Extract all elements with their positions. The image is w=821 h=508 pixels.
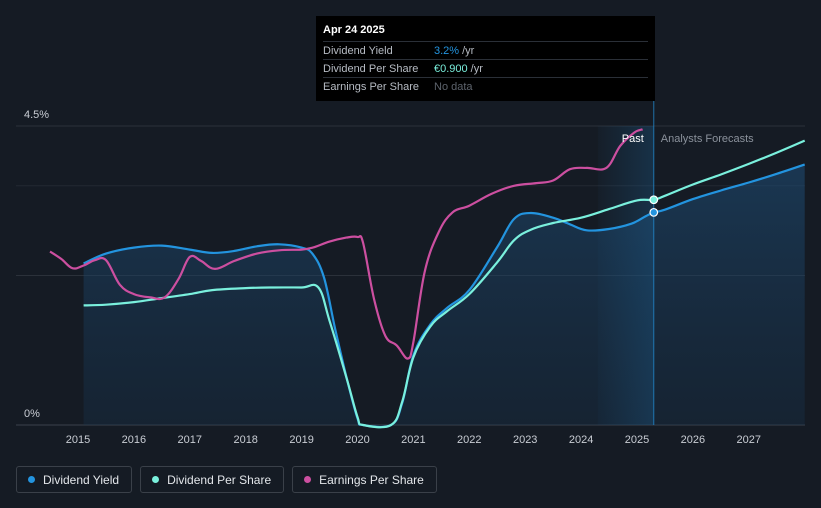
- tooltip-value: No data: [434, 80, 473, 93]
- x-tick-label: 2019: [289, 434, 313, 446]
- tooltip-label: Earnings Per Share: [323, 80, 419, 93]
- x-tick-label: 2021: [401, 434, 425, 446]
- dividend-per-share-line: [83, 139, 806, 429]
- legend-dot-icon: [152, 476, 160, 483]
- tooltip-row-dividend-per-share: Dividend Per Share €0.900 /yr: [323, 59, 648, 77]
- dividend-yield-area-fill: [83, 164, 805, 428]
- x-tick-label: 2018: [233, 434, 257, 446]
- hover-markers: [649, 195, 659, 217]
- y-tick-label: 4.5%: [24, 109, 49, 121]
- tooltip-row-earnings-per-share: Earnings Per Share No data: [323, 77, 648, 95]
- forecast-label: Analysts Forecasts: [661, 133, 754, 145]
- x-tick-label: 2015: [66, 434, 90, 446]
- x-tick-label: 2027: [737, 434, 761, 446]
- past-highlight-band: [597, 16, 655, 425]
- tooltip: Apr 24 2025 Dividend Yield 3.2% /yr Divi…: [316, 16, 655, 101]
- earnings-per-share-line: [49, 128, 644, 360]
- legend: Dividend Yield Dividend Per Share Earnin…: [16, 466, 437, 493]
- dividend-chart: 4.5% 0% 2015 2016 2017 2018 2019 2020 2021 2022 20…: [16, 16, 806, 446]
- x-tick-label: 2020: [345, 434, 369, 446]
- tooltip-unit: /yr: [470, 62, 483, 75]
- tooltip-date: Apr 24 2025: [323, 24, 385, 36]
- tooltip-label: Dividend Yield: [323, 44, 393, 57]
- past-label: Past: [622, 133, 644, 145]
- legend-item-earnings-per-share[interactable]: Earnings Per Share: [292, 466, 437, 493]
- x-tick-label: 2026: [681, 434, 705, 446]
- legend-dot-icon: [28, 476, 35, 483]
- legend-item-dividend-yield[interactable]: Dividend Yield: [16, 466, 133, 493]
- legend-dot-icon: [304, 476, 312, 483]
- legend-label: Dividend Per Share: [167, 472, 272, 487]
- tooltip-row-dividend-yield: Dividend Yield 3.2% /yr: [323, 41, 648, 59]
- x-tick-label: 2016: [122, 434, 146, 446]
- axis-labels: 4.5% 0% 2015 2016 2017 2018 2019 2020 2021 2022 20…: [24, 109, 761, 446]
- x-tick-label: 2025: [625, 434, 649, 446]
- x-tick-label: 2017: [178, 434, 202, 446]
- hover-marker: [649, 207, 659, 217]
- tooltip-value: 3.2%: [434, 44, 460, 57]
- dividend-yield-area: [83, 164, 805, 428]
- tooltip-label: Dividend Per Share: [323, 62, 419, 75]
- tooltip-value: €0.900: [434, 62, 468, 75]
- tooltip-unit: /yr: [462, 44, 475, 57]
- x-tick-label: 2023: [513, 434, 537, 446]
- x-tick-label: 2024: [569, 434, 593, 446]
- legend-label: Earnings Per Share: [319, 472, 424, 487]
- legend-item-dividend-per-share[interactable]: Dividend Per Share: [140, 466, 285, 493]
- legend-label: Dividend Yield: [43, 472, 120, 487]
- y-tick-label: 0%: [24, 408, 40, 420]
- x-tick-label: 2022: [457, 434, 481, 446]
- hover-marker: [649, 195, 659, 205]
- past-band: [597, 126, 654, 425]
